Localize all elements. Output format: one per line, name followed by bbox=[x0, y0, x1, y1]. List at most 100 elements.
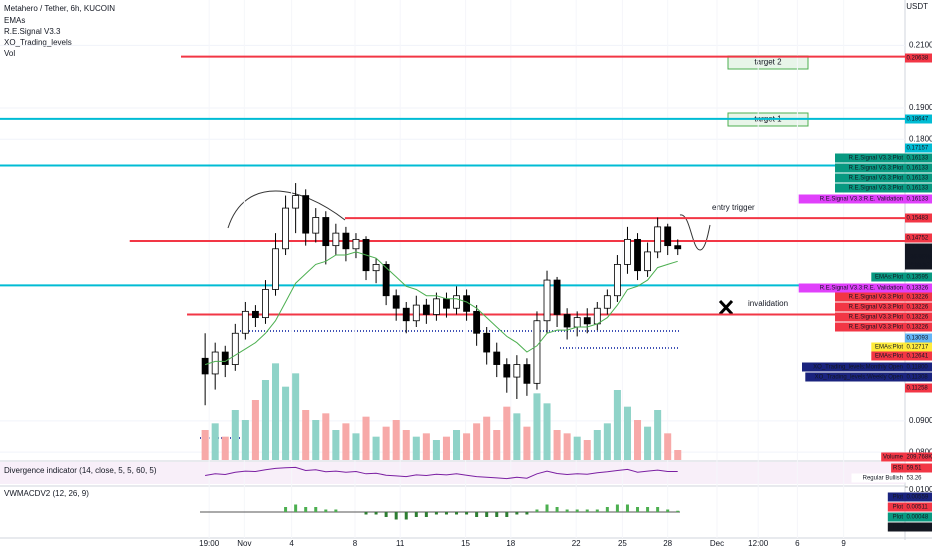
entry-path bbox=[679, 214, 711, 251]
price-tag-text: 0.13093 bbox=[907, 336, 929, 342]
label-tag-text: R.E.Signal V3.3:Plot bbox=[849, 186, 904, 192]
label-tag-text: R.E.Signal V3.3:Plot bbox=[849, 156, 904, 162]
price-tag-text: 0.12717 bbox=[907, 345, 929, 351]
x-tick-label: 22 bbox=[572, 539, 581, 548]
label-tag bbox=[835, 322, 905, 332]
label-tag-text: R.E.Signal V3.3:Plot bbox=[849, 295, 904, 301]
histogram-bar bbox=[535, 509, 539, 512]
price-tag bbox=[905, 194, 932, 204]
x-tick-label: 25 bbox=[618, 539, 627, 548]
price-tag bbox=[905, 473, 932, 483]
histogram-bar bbox=[404, 512, 408, 520]
histogram-bar bbox=[555, 507, 559, 512]
histogram-bar bbox=[284, 507, 288, 512]
arc-drawing bbox=[227, 190, 346, 229]
candle-body bbox=[583, 317, 591, 325]
candle-body bbox=[352, 238, 360, 250]
volume-bar bbox=[322, 413, 330, 460]
price-tag bbox=[905, 272, 932, 282]
label-tag-text: R.E.Signal V3.3:R.E. Validation bbox=[820, 197, 903, 203]
candle-body bbox=[624, 238, 631, 265]
label-tag bbox=[887, 502, 905, 512]
label-tag bbox=[887, 522, 905, 532]
histogram-bar bbox=[334, 509, 338, 512]
volume-bar bbox=[211, 423, 219, 460]
price-tag bbox=[905, 233, 932, 243]
price-tag-text: 0.00048 bbox=[907, 515, 929, 521]
candle-body bbox=[322, 217, 330, 247]
x-tick-label: 18 bbox=[506, 539, 515, 548]
price-tag-text: 04:55:52 bbox=[907, 263, 931, 269]
price-tag bbox=[905, 362, 932, 372]
label-tag bbox=[835, 153, 905, 163]
ema-line bbox=[204, 251, 678, 366]
price-tag bbox=[905, 292, 932, 302]
histogram-bar bbox=[314, 507, 318, 512]
price-tag-text: 0.11800 bbox=[907, 365, 929, 371]
histogram-bar bbox=[384, 512, 388, 517]
volume-bar bbox=[453, 430, 461, 460]
price-tag bbox=[905, 302, 932, 312]
candle-body bbox=[412, 304, 420, 322]
candle-body bbox=[292, 195, 300, 209]
label-tag bbox=[881, 452, 905, 462]
candle-body bbox=[392, 295, 400, 309]
candle-body bbox=[493, 351, 501, 365]
histogram-bar bbox=[625, 504, 629, 512]
price-tag-text: 0.16133 bbox=[907, 186, 929, 192]
histogram-bar bbox=[636, 507, 640, 512]
volume-bar bbox=[533, 393, 541, 460]
label-tag bbox=[891, 463, 905, 473]
price-tag-text: 0.11258 bbox=[907, 386, 929, 392]
label-tag-text: EMAs:Plot bbox=[875, 345, 903, 351]
label-tag-text: R.E.Signal V3.3:Plot bbox=[849, 176, 904, 182]
label-tag bbox=[835, 292, 905, 302]
price-tag bbox=[905, 512, 932, 522]
candle-body bbox=[603, 295, 611, 309]
annotation: target 2 bbox=[754, 58, 782, 67]
volume-bar bbox=[603, 423, 611, 460]
histogram-bar bbox=[505, 512, 509, 517]
candle-body bbox=[282, 207, 289, 250]
price-tag-text: 53.26 bbox=[907, 476, 923, 482]
histogram-bar bbox=[615, 504, 619, 512]
volume-bar bbox=[613, 390, 621, 460]
histogram-bar bbox=[374, 512, 378, 515]
price-tag-text: 0.00511 bbox=[907, 505, 929, 511]
candle-body bbox=[674, 245, 682, 250]
label-tag bbox=[835, 312, 905, 322]
price-tag bbox=[905, 163, 932, 173]
label-tag bbox=[802, 362, 905, 372]
candle-body bbox=[644, 251, 651, 272]
candle-body bbox=[613, 264, 621, 297]
indicator-name: EMAs bbox=[4, 16, 25, 25]
price-tag-text: 0.13326 bbox=[907, 286, 929, 292]
pane-label: VWMACDV2 (12, 26, 9) bbox=[4, 489, 89, 498]
x-mark bbox=[718, 299, 734, 316]
histogram-bar bbox=[444, 512, 448, 515]
label-tag-text: RSI bbox=[893, 466, 903, 472]
histogram-bar bbox=[666, 509, 670, 512]
price-tag-text: 0.15483 bbox=[907, 216, 929, 222]
candle-body bbox=[563, 314, 571, 328]
histogram-bar bbox=[605, 507, 609, 512]
volume-bar bbox=[272, 363, 280, 460]
price-tag bbox=[905, 243, 932, 253]
price-tag-text: 0.20638 bbox=[907, 56, 929, 62]
candle-body bbox=[231, 332, 239, 365]
candle-body bbox=[262, 289, 269, 319]
price-tag-text: 0.13226 bbox=[907, 325, 929, 331]
volume-bar bbox=[553, 430, 561, 460]
x-tick-label: 4 bbox=[289, 539, 294, 548]
volume-bar bbox=[483, 416, 491, 460]
volume-bar bbox=[372, 436, 380, 460]
label-tag-text: Volume bbox=[883, 455, 904, 461]
volume-bar bbox=[251, 400, 259, 460]
label-tag bbox=[798, 194, 905, 204]
price-tag bbox=[905, 283, 932, 293]
candle-body bbox=[553, 279, 561, 315]
label-tag-text: R.E.Signal V3.3:Plot bbox=[849, 305, 904, 311]
price-tag-text: 0.13226 bbox=[907, 295, 929, 301]
